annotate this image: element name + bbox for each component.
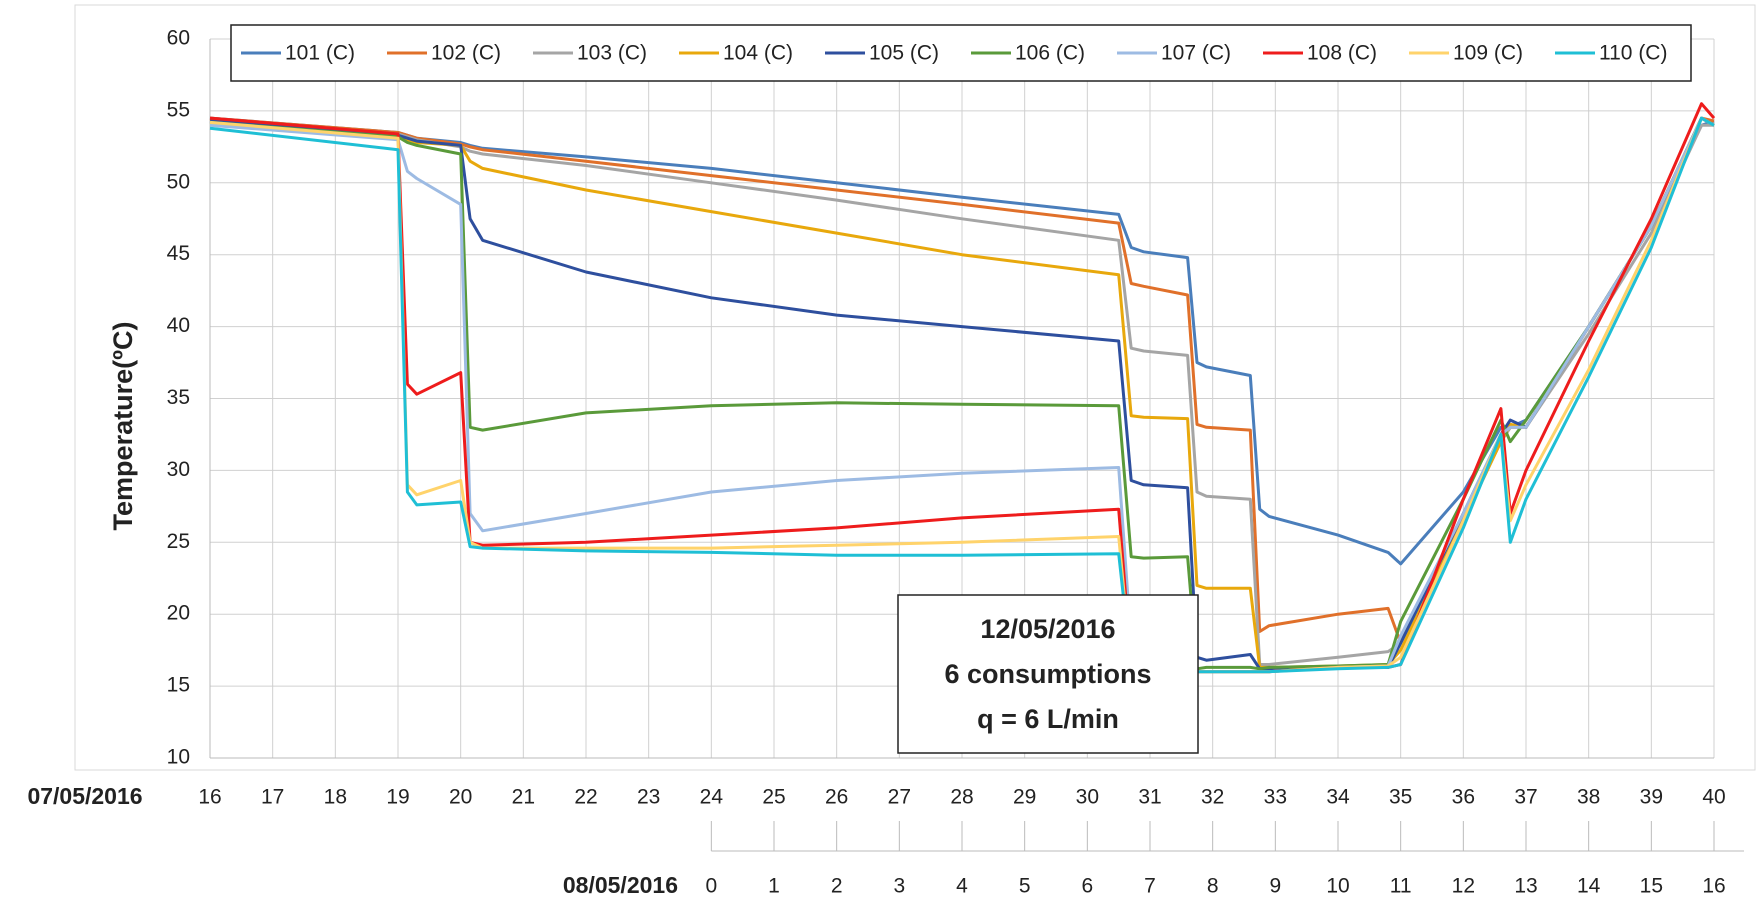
legend-label: 105 (C) — [869, 42, 939, 65]
y-tick-label: 25 — [167, 530, 190, 553]
x-tick-label: 36 — [1452, 786, 1475, 809]
x-tick-label: 24 — [700, 786, 724, 809]
series-line — [209, 116, 1715, 669]
chart-frame — [74, 4, 1756, 771]
x-tick-label: 33 — [1264, 786, 1287, 809]
x-tick-label: 37 — [1514, 786, 1537, 809]
x-tick-label: 16 — [198, 786, 221, 809]
y-tick-label: 10 — [167, 746, 190, 769]
legend-label: 108 (C) — [1307, 42, 1377, 65]
x-tick-label: 22 — [574, 786, 597, 809]
x2-tick-label: 9 — [1269, 875, 1281, 898]
legend-label: 101 (C) — [285, 42, 355, 65]
legend-label: 104 (C) — [723, 42, 793, 65]
legend-label: 109 (C) — [1453, 42, 1523, 65]
x2-tick-label: 13 — [1514, 875, 1537, 898]
x2-tick-label: 10 — [1326, 875, 1349, 898]
x-tick-label: 21 — [512, 786, 535, 809]
x-tick-label: 39 — [1640, 786, 1663, 809]
annotation-text: 6 consumptions — [944, 659, 1151, 689]
x2-tick-label: 2 — [831, 875, 843, 898]
x-tick-label: 40 — [1702, 786, 1725, 809]
x2-tick-label: 12 — [1452, 875, 1475, 898]
x2-tick-label: 0 — [705, 875, 717, 898]
annotation-text: q = 6 L/min — [977, 704, 1119, 734]
x-tick-label: 38 — [1577, 786, 1600, 809]
x2-tick-label: 1 — [768, 875, 780, 898]
y-tick-label: 45 — [167, 242, 190, 265]
x2-tick-label: 7 — [1144, 875, 1156, 898]
y-tick-label: 30 — [167, 458, 190, 481]
x-tick-label: 17 — [261, 786, 284, 809]
x-tick-label: 35 — [1389, 786, 1412, 809]
annotation-text: 12/05/2016 — [980, 614, 1115, 644]
x2-tick-label: 3 — [893, 875, 905, 898]
x-tick-label: 28 — [950, 786, 973, 809]
x2-tick-label: 14 — [1577, 875, 1601, 898]
legend-label: 110 (C) — [1599, 42, 1667, 65]
x-tick-label: 31 — [1138, 786, 1161, 809]
y-tick-label: 40 — [167, 314, 190, 337]
x2-tick-label: 15 — [1640, 875, 1663, 898]
x-tick-label: 30 — [1076, 786, 1099, 809]
legend-label: 102 (C) — [431, 42, 501, 65]
x-tick-label: 19 — [386, 786, 409, 809]
y-tick-label: 50 — [167, 170, 190, 193]
x-tick-label: 20 — [449, 786, 472, 809]
x-tick-label: 26 — [825, 786, 848, 809]
x-tick-label: 27 — [888, 786, 911, 809]
x2-tick-label: 6 — [1081, 875, 1093, 898]
x2-tick-label: 8 — [1207, 875, 1219, 898]
x-tick-label: 34 — [1326, 786, 1350, 809]
y-tick-label: 15 — [167, 674, 190, 697]
x2-tick-label: 16 — [1702, 875, 1725, 898]
legend-label: 107 (C) — [1161, 42, 1231, 65]
x2-axis-label: 08/05/2016 — [563, 872, 678, 898]
y-tick-label: 35 — [167, 386, 190, 409]
x2-tick-label: 11 — [1390, 875, 1412, 898]
x-tick-label: 25 — [762, 786, 785, 809]
x-tick-label: 18 — [324, 786, 347, 809]
x-tick-label: 32 — [1201, 786, 1224, 809]
x2-tick-label: 4 — [956, 875, 968, 898]
x-tick-label: 29 — [1013, 786, 1036, 809]
y-axis-label: Temperature(ºC) — [108, 322, 138, 531]
legend: 101 (C) 102 (C) 103 (C) 104 (C) 105 (C) 106 (… — [230, 24, 1692, 82]
y-tick-label: 20 — [167, 602, 190, 625]
x-tick-label: 23 — [637, 786, 660, 809]
legend-label: 103 (C) — [577, 42, 647, 65]
y-tick-label: 55 — [167, 98, 190, 121]
x2-tick-label: 5 — [1019, 875, 1031, 898]
legend-label: 106 (C) — [1015, 42, 1085, 65]
annotation-box — [897, 594, 1199, 754]
y-tick-label: 60 — [167, 27, 190, 50]
x-axis-label: 07/05/2016 — [27, 783, 142, 809]
